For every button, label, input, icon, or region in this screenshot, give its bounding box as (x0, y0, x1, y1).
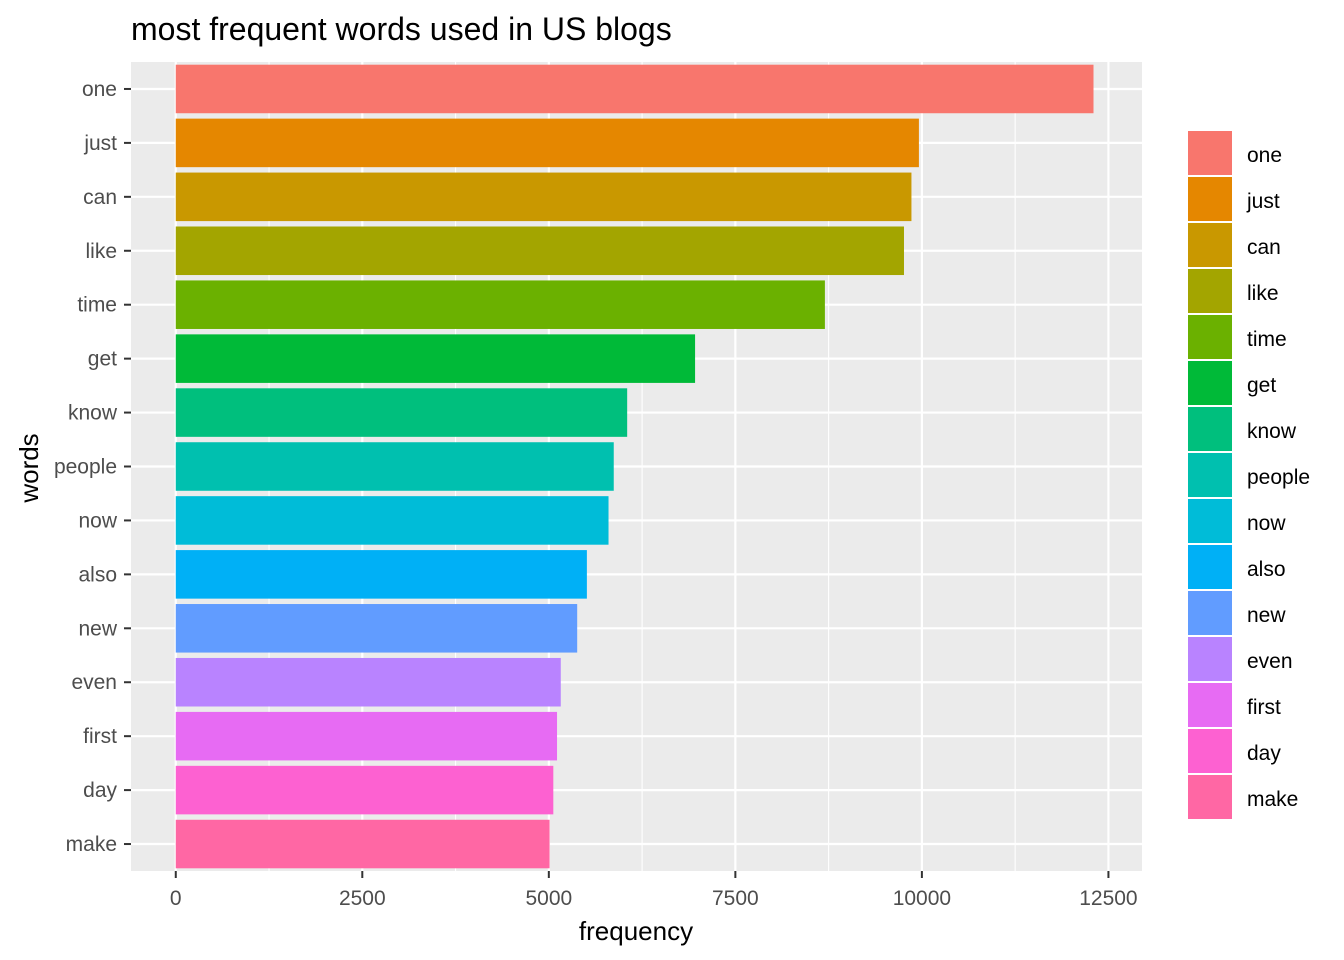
y-tick-label: time (77, 294, 117, 317)
legend-key-just (1188, 177, 1232, 221)
legend-label: time (1247, 328, 1287, 351)
y-tick-label: even (71, 671, 117, 694)
legend-label: get (1247, 374, 1276, 397)
y-tick-label: make (66, 833, 117, 856)
legend-key-make (1188, 775, 1232, 819)
bar-people (175, 442, 614, 491)
legend-label: new (1247, 604, 1286, 627)
legend-key-first (1188, 683, 1232, 727)
legend-key-one (1188, 131, 1232, 175)
legend-key-get (1188, 361, 1232, 405)
legend-key-can (1188, 223, 1232, 267)
legend-key-people (1188, 453, 1232, 497)
bar-also (175, 550, 587, 599)
bar-time (175, 280, 825, 329)
y-tick-label: know (68, 402, 118, 425)
y-tick-label: can (83, 186, 117, 209)
y-axis-title: words (14, 433, 44, 503)
bar-can (175, 172, 912, 222)
bar-make (175, 819, 550, 869)
legend-label: just (1246, 190, 1280, 213)
y-tick-label: like (85, 240, 117, 263)
y-tick-label: day (83, 779, 117, 802)
x-tick-label: 10000 (893, 887, 951, 910)
chart-title: most frequent words used in US blogs (131, 11, 672, 47)
legend-label: even (1247, 650, 1293, 673)
y-tick-label: also (78, 563, 117, 586)
bar-one (175, 64, 1094, 114)
legend-label: people (1247, 466, 1310, 489)
y-tick-label: get (88, 348, 117, 371)
x-axis-title: frequency (579, 916, 693, 946)
y-tick-label: people (54, 456, 117, 479)
legend-label: one (1247, 144, 1282, 167)
bar-first (175, 711, 558, 761)
legend-key-like (1188, 269, 1232, 313)
legend-label: also (1247, 558, 1286, 581)
legend-label: now (1247, 512, 1286, 535)
y-tick-label: first (83, 725, 117, 748)
legend-label: can (1247, 236, 1281, 259)
legend-key-day (1188, 729, 1232, 773)
bar-day (175, 765, 554, 815)
x-tick-label: 5000 (525, 887, 572, 910)
legend-label: like (1247, 282, 1279, 305)
legend-key-also (1188, 545, 1232, 589)
bar-new (175, 604, 578, 653)
legend-key-even (1188, 637, 1232, 681)
legend-label: day (1247, 742, 1281, 765)
legend-label: know (1247, 420, 1297, 443)
y-tick-label: new (78, 617, 117, 640)
x-axis: 0 2500 5000 7500 10000 12500 (170, 871, 1138, 910)
x-tick-label: 12500 (1079, 887, 1137, 910)
x-tick-label: 7500 (712, 887, 759, 910)
legend-key-time (1188, 315, 1232, 359)
bar-now (175, 496, 609, 545)
y-tick-label: one (82, 78, 117, 101)
bar-just (175, 118, 919, 168)
bar-get (175, 334, 696, 383)
legend-label: first (1247, 696, 1281, 719)
legend: one just can like time get know people now also ne… (1188, 131, 1310, 819)
y-tick-label: just (83, 132, 117, 155)
legend-key-know (1188, 407, 1232, 451)
y-tick-label: now (78, 509, 117, 532)
y-axis: one just can like time get know people now also ne… (54, 78, 131, 856)
bars (175, 64, 1094, 869)
bar-like (175, 226, 904, 276)
x-tick-label: 0 (170, 887, 182, 910)
legend-key-now (1188, 499, 1232, 543)
x-tick-label: 2500 (339, 887, 386, 910)
legend-label: make (1247, 788, 1298, 811)
bar-know (175, 388, 628, 437)
bar-even (175, 657, 561, 707)
legend-key-new (1188, 591, 1232, 635)
